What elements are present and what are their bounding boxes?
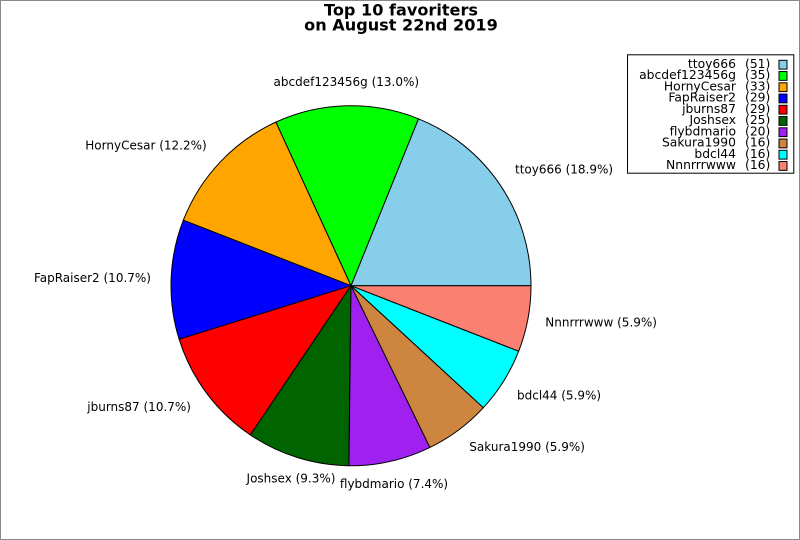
slice-label-abcdef123456g: abcdef123456g (13.0%) (274, 75, 420, 89)
pie-wedges (170, 105, 532, 467)
slice-label-FapRaiser2: FapRaiser2 (10.7%) (34, 271, 151, 285)
pie-slice-labels: ttoy666 (18.9%) abcdef123456g (13.0%) Horn… (34, 75, 657, 491)
legend-name-Joshsex: Joshsex (688, 113, 736, 127)
legend-swatch-abcdef123456g (778, 71, 788, 81)
legend-count-ttoy666: (51) (745, 57, 770, 71)
legend-count-HornyCesar: (33) (745, 79, 770, 93)
legend-count-FapRaiser2: (29) (745, 91, 770, 105)
chart-legend: ttoy666 (51) abcdef123456g (35) HornyCesar (3… (627, 54, 795, 174)
legend-name-abcdef123456g: abcdef123456g (639, 68, 736, 82)
pie-slice-jburns87 (178, 285, 352, 436)
legend-name-bdcl44: bdcl44 (694, 147, 736, 161)
pie-slice-abcdef123456g (275, 105, 419, 287)
legend-count-flybdmario: (20) (745, 124, 770, 138)
legend-count-Joshsex: (25) (745, 113, 770, 127)
slice-label-bdcl44: bdcl44 (5.9%) (517, 388, 601, 402)
legend-count-bdcl44: (16) (745, 147, 770, 161)
slice-label-ttoy666: ttoy666 (18.9%) (515, 162, 613, 176)
pie-slice-FapRaiser2 (170, 219, 352, 340)
legend-swatch-HornyCesar (778, 82, 788, 93)
slice-label-Nnnrrrwww: Nnnrrrwww (5.9%) (545, 316, 657, 330)
pie-slice-Joshsex (249, 285, 352, 467)
legend-swatch-flybdmario (778, 127, 788, 138)
legend-name-HornyCesar: HornyCesar (664, 79, 737, 93)
legend-name-ttoy666: ttoy666 (688, 57, 736, 71)
legend-swatch-Joshsex (778, 116, 788, 126)
legend-name-flybdmario: flybdmario (670, 124, 736, 138)
slice-label-Sakura1990: Sakura1990 (5.9%) (469, 440, 585, 454)
slice-label-HornyCesar: HornyCesar (12.2%) (85, 138, 206, 152)
pie-slice-ttoy666 (350, 118, 532, 287)
slice-label-Joshsex: Joshsex (9.3%) (246, 471, 336, 485)
legend-name-jburns87: jburns87 (681, 102, 736, 116)
legend-swatch-Nnnrrrwww (778, 161, 788, 171)
legend-swatch-Sakura1990 (778, 138, 788, 149)
pie-slice-Nnnrrrwww (350, 285, 532, 352)
legend-count-Nnnrrrwww: (16) (745, 158, 770, 172)
slice-label-jburns87: jburns87 (10.7%) (86, 400, 191, 414)
pie-slice-HornyCesar (182, 121, 352, 287)
legend-swatch-ttoy666 (778, 59, 788, 70)
legend-count-Sakura1990: (16) (745, 136, 770, 150)
slice-label-flybdmario: flybdmario (7.4%) (340, 477, 448, 491)
legend-name-Nnnrrrwww: Nnnrrrwww (666, 158, 736, 172)
legend-name-FapRaiser2: FapRaiser2 (668, 91, 736, 105)
legend-swatch-jburns87 (778, 104, 788, 115)
legend-count-jburns87: (29) (745, 102, 770, 116)
legend-frame (627, 54, 795, 174)
chart-title-line1: Top 10 favoriters (324, 1, 478, 19)
legend-name-Sakura1990: Sakura1990 (662, 136, 736, 150)
chart-title-line2: on August 22nd 2019 (304, 15, 498, 34)
legend-count-abcdef123456g: (35) (745, 68, 770, 82)
legend-swatch-FapRaiser2 (778, 93, 788, 104)
legend-swatch-bdcl44 (778, 149, 788, 160)
